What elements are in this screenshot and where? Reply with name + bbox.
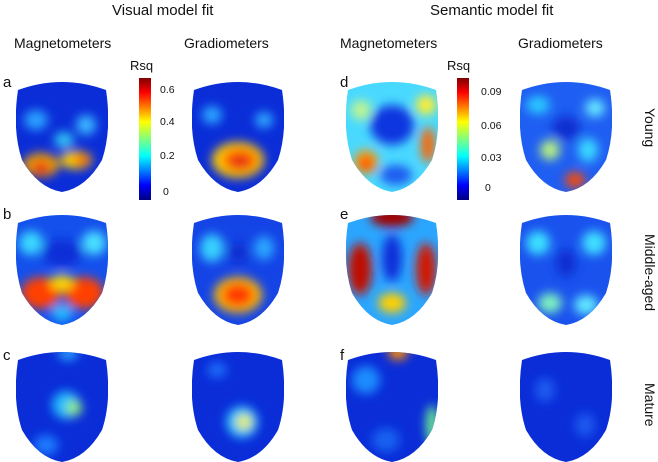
colorbar-semantic: [457, 78, 469, 200]
topomap-visual-magnetometers-middle-aged: [16, 215, 108, 325]
panel-label-e: e: [340, 206, 349, 223]
colorbar-semantic-tick: 0: [485, 182, 491, 194]
row-label-mature: Mature: [642, 383, 658, 427]
column-header-semantic-gradiometers: Gradiometers: [518, 35, 603, 51]
topomap-visual-gradiometers-middle-aged: [192, 215, 284, 325]
panel-label-d: d: [340, 74, 349, 91]
colorbar-visual-tick: 0.4: [160, 116, 175, 128]
column-header-semantic-magnetometers: Magnetometers: [340, 35, 438, 51]
topomap-visual-magnetometers-young: [16, 82, 108, 192]
column-header-visual-magnetometers: Magnetometers: [14, 35, 112, 51]
panel-label-a: a: [3, 74, 12, 91]
colorbar-visual-title: Rsq: [130, 58, 154, 73]
topomap-semantic-gradiometers-middle-aged: [520, 215, 612, 325]
colorbar-semantic-tick: 0.03: [481, 152, 502, 164]
column-header-visual-gradiometers: Gradiometers: [184, 35, 269, 51]
visual-model-fit-header: Visual model fit: [112, 2, 214, 19]
topomap-semantic-magnetometers-mature: [346, 352, 438, 462]
panel-label-c: c: [3, 347, 11, 364]
semantic-model-fit-header: Semantic model fit: [430, 2, 554, 19]
colorbar-visual-tick: 0: [163, 186, 169, 198]
colorbar-visual-tick: 0.2: [160, 150, 175, 162]
topomap-semantic-magnetometers-young: [346, 82, 438, 192]
colorbar-semantic-tick: 0.09: [481, 86, 502, 98]
colorbar-semantic-tick: 0.06: [481, 120, 502, 132]
colorbar-semantic-title: Rsq: [447, 58, 471, 73]
topomap-visual-gradiometers-young: [192, 82, 284, 192]
row-label-middle-aged: Middle-aged: [642, 234, 658, 312]
colorbar-visual-tick: 0.6: [160, 84, 175, 96]
topomap-visual-magnetometers-mature: [16, 352, 108, 462]
panel-label-b: b: [3, 206, 12, 223]
panel-label-f: f: [340, 347, 345, 364]
row-label-young: Young: [642, 108, 658, 148]
topomap-semantic-gradiometers-young: [520, 82, 612, 192]
topomap-semantic-gradiometers-mature: [520, 352, 612, 462]
topomap-visual-gradiometers-mature: [192, 352, 284, 462]
colorbar-visual: [139, 78, 151, 200]
topomap-semantic-magnetometers-middle-aged: [346, 215, 438, 325]
